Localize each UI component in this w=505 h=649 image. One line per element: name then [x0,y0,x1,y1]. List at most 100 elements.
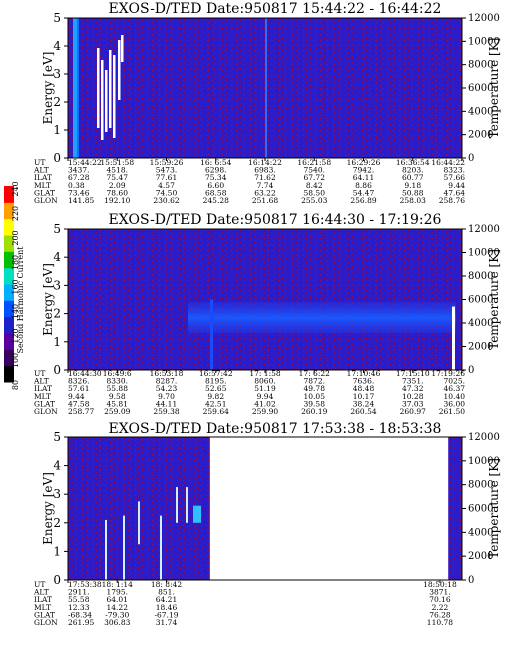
ephemeris-value: 0.38 [68,181,85,190]
ephemeris-value: 6298. [205,166,226,175]
y-tick-label: 5 [53,222,61,236]
y-tick-label: 2 [53,307,61,321]
ephemeris-value: 259.09 [104,407,130,416]
ephemeris-value: 16:36:54 [396,158,430,167]
ephemeris-value: 41.02 [254,399,276,408]
ephemeris-value: 52.65 [205,384,227,393]
ephemeris-value: 256.89 [350,196,376,205]
ephemeris-value: 58.50 [304,188,326,197]
ephemeris-value: 37.03 [402,399,424,408]
ephemeris-value: 8323. [444,166,465,175]
y2-tick-label: 2000 [468,342,493,353]
ephemeris-value: 64.01 [107,595,128,604]
bright-column [186,487,188,523]
y2-tick-label: 12000 [468,13,500,24]
ephemeris-value: 8195. [205,377,226,386]
ephemeris-value: 255.03 [301,196,327,205]
ephemeris-value: 55.88 [107,384,129,393]
data-gap [113,55,116,138]
ephemeris-value: -68.34 [68,610,92,619]
y2-tick-label: 6000 [468,83,493,94]
ephemeris-value: 70.16 [429,595,451,604]
panels: EXOS-D/TED Date:950817 15:44:22 - 16:44:… [33,1,501,627]
ephemeris-value: 54.47 [353,188,375,197]
ephemeris-row-label: GLON [34,196,58,205]
panel-title: EXOS-D/TED Date:950817 17:53:38 - 18:53:… [109,421,442,437]
ephemeris-value: 71.62 [254,173,276,182]
bright-column [176,487,178,523]
ephemeris-value: 17:53:38 [68,580,102,589]
y2-tick-label: 0 [468,575,474,586]
ephemeris-value: 16:49:6 [103,369,132,378]
ephemeris-value: 76.28 [429,610,451,619]
bright-column [160,515,162,580]
ephemeris-value: 55.58 [68,595,90,604]
ephemeris-value: 17:19:26 [431,369,465,378]
bright-column [138,501,140,545]
ephemeris-value: 63.22 [254,188,276,197]
ephemeris-value: 245.28 [203,196,229,205]
ephemeris-value: 8326. [68,377,89,386]
ephemeris-value: 57.66 [444,173,466,182]
ephemeris-value: 7942. [353,166,374,175]
spectrogram [68,18,462,158]
ephemeris-value: 15:51:58 [100,158,134,167]
ephemeris-row-label: GLON [34,407,58,416]
y-axis-label: Energy [eV] [41,472,55,545]
ephemeris-row-label: MLT [34,603,51,612]
ephemeris-value: 10.28 [402,392,424,401]
bright-column [123,515,125,580]
ephemeris-value: 60.77 [402,173,424,182]
ephemeris-value: 54.23 [156,384,178,393]
ephemeris-value: 67.28 [68,173,90,182]
ephemeris-value: 18:50:18 [423,580,457,589]
bright-column [210,299,213,370]
ephemeris-value: 16:57:42 [199,369,233,378]
ephemeris-value: 31.74 [156,618,178,627]
data-gap [121,35,124,62]
ephemeris-value: 16: 6:54 [200,158,232,167]
ephemeris-row-label: UT [34,158,45,167]
colorbar-cell [4,333,14,350]
ephemeris-value: 16:53:18 [150,369,184,378]
panel-2: EXOS-D/TED Date:950817 16:44:30 - 17:19:… [33,212,501,416]
ephemeris-value: -79.30 [105,610,129,619]
bright-column [265,18,267,158]
colorbar: 80 100 120 140 160 180 200 220 240 Second Harmon… [4,181,25,390]
ephemeris-value: 1795. [107,588,128,597]
ephemeris-value: 7636. [353,377,374,386]
ephemeris-value: 77.61 [156,173,177,182]
ephemeris-value: 259.64 [203,407,229,416]
colorbar-cell [4,349,14,367]
ephemeris-value: 9.94 [257,392,274,401]
ephemeris-row-label: UT [34,369,45,378]
ephemeris-value: 2911. [68,588,89,597]
ephemeris-value: 9.44 [448,181,465,190]
y2-tick-label: 6000 [468,295,493,306]
ephemeris-value: 51.19 [254,384,276,393]
ephemeris-value: 8330. [107,377,128,386]
ephemeris-value: 75.34 [205,173,227,182]
colorbar-tick-label: 140 [11,304,20,319]
ephemeris-value: 4.57 [158,181,175,190]
ephemeris-value: 17: 6:22 [299,369,331,378]
ephemeris-row-label: ALT [33,588,49,597]
ephemeris-value: 8203. [402,166,423,175]
colorbar-cell [4,300,14,318]
ephemeris-value: 261.95 [68,618,94,627]
y-tick-label: 1 [53,544,61,558]
ephemeris-row-label: GLAT [34,188,55,197]
colorbar-tick-label: 240 [11,181,20,196]
ephemeris-value: 12.33 [68,603,90,612]
ephemeris-value: 18.46 [156,603,178,612]
ephemeris-value: 7872. [304,377,325,386]
y2-tick-label: 12000 [468,432,500,443]
ephemeris-value: 45.81 [107,399,128,408]
ephemeris-value: 9.18 [404,181,421,190]
ephemeris-value: 251.68 [252,196,278,205]
ephemeris-value: 10.05 [304,392,326,401]
y2-axis-label: Temperature [K] [487,38,501,139]
y2-tick-label: 10000 [468,456,500,467]
